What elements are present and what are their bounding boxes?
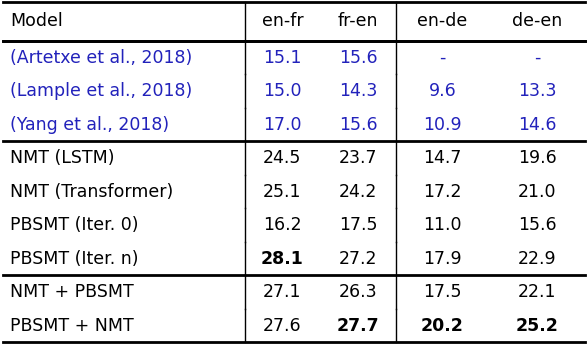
Text: 24.5: 24.5 <box>263 149 302 167</box>
Text: de-en: de-en <box>512 12 562 30</box>
Text: (Lample et al., 2018): (Lample et al., 2018) <box>10 82 192 100</box>
Text: Model: Model <box>10 12 63 30</box>
Text: 22.1: 22.1 <box>518 283 556 301</box>
Text: 10.9: 10.9 <box>423 116 462 133</box>
Text: PBSMT + NMT: PBSMT + NMT <box>10 316 133 334</box>
Text: PBSMT (Iter. 0): PBSMT (Iter. 0) <box>10 216 139 234</box>
Text: 15.6: 15.6 <box>339 49 377 67</box>
Text: 21.0: 21.0 <box>518 183 556 201</box>
Text: 14.6: 14.6 <box>518 116 556 133</box>
Text: 15.0: 15.0 <box>263 82 302 100</box>
Text: 22.9: 22.9 <box>517 249 556 268</box>
Text: 25.1: 25.1 <box>263 183 302 201</box>
Text: 26.3: 26.3 <box>339 283 377 301</box>
Text: (Yang et al., 2018): (Yang et al., 2018) <box>10 116 169 133</box>
Text: en-de: en-de <box>417 12 467 30</box>
Text: 14.3: 14.3 <box>339 82 377 100</box>
Text: (Artetxe et al., 2018): (Artetxe et al., 2018) <box>10 49 192 67</box>
Text: 24.2: 24.2 <box>339 183 377 201</box>
Text: 17.2: 17.2 <box>423 183 462 201</box>
Text: -: - <box>534 49 540 67</box>
Text: 27.7: 27.7 <box>337 316 379 334</box>
Text: -: - <box>439 49 446 67</box>
Text: NMT + PBSMT: NMT + PBSMT <box>10 283 133 301</box>
Text: PBSMT (Iter. n): PBSMT (Iter. n) <box>10 249 139 268</box>
Text: 13.3: 13.3 <box>518 82 556 100</box>
Text: 15.6: 15.6 <box>517 216 556 234</box>
Text: 25.2: 25.2 <box>516 316 559 334</box>
Text: 11.0: 11.0 <box>423 216 462 234</box>
Text: 16.2: 16.2 <box>263 216 302 234</box>
Text: 23.7: 23.7 <box>339 149 377 167</box>
Text: 17.5: 17.5 <box>423 283 462 301</box>
Text: 27.1: 27.1 <box>263 283 302 301</box>
Text: 17.0: 17.0 <box>263 116 302 133</box>
Text: 20.2: 20.2 <box>421 316 464 334</box>
Text: 17.5: 17.5 <box>339 216 377 234</box>
Text: 9.6: 9.6 <box>429 82 456 100</box>
Text: fr-en: fr-en <box>338 12 378 30</box>
Text: 15.1: 15.1 <box>263 49 302 67</box>
Text: 19.6: 19.6 <box>517 149 556 167</box>
Text: 27.2: 27.2 <box>339 249 377 268</box>
Text: 15.6: 15.6 <box>339 116 377 133</box>
Text: 17.9: 17.9 <box>423 249 462 268</box>
Text: 14.7: 14.7 <box>423 149 462 167</box>
Text: 27.6: 27.6 <box>263 316 302 334</box>
Text: NMT (Transformer): NMT (Transformer) <box>10 183 173 201</box>
Text: 28.1: 28.1 <box>261 249 304 268</box>
Text: NMT (LSTM): NMT (LSTM) <box>10 149 115 167</box>
Text: en-fr: en-fr <box>262 12 303 30</box>
